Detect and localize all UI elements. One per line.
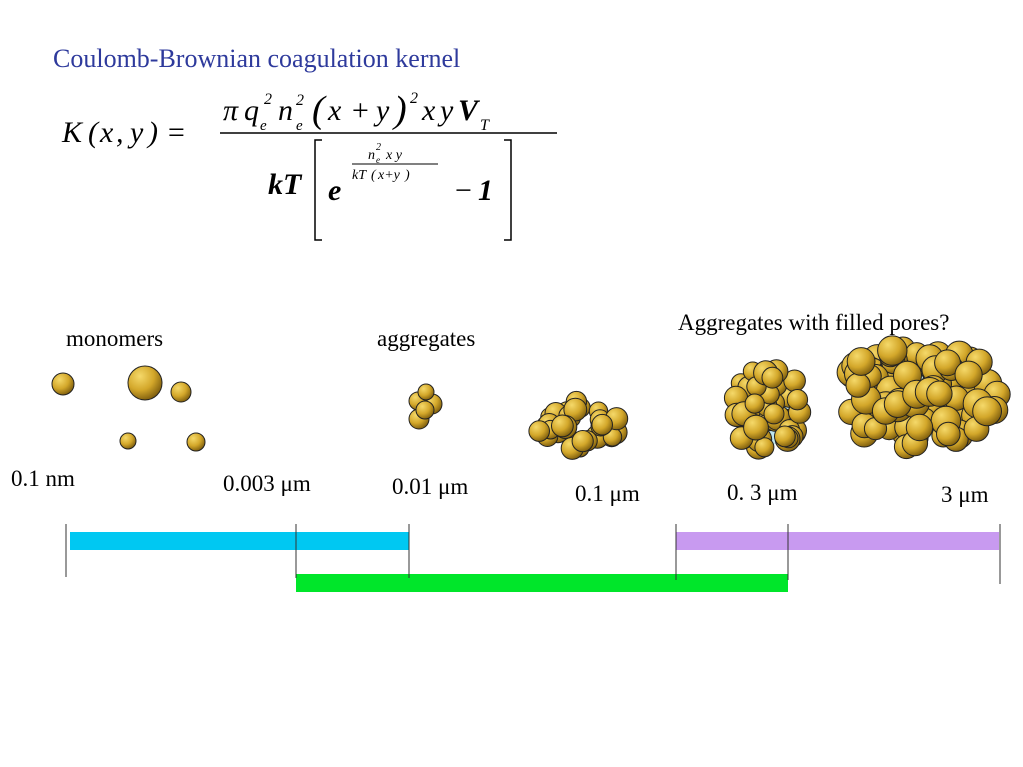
particle (774, 425, 796, 448)
svg-text:y: y (127, 116, 144, 149)
particle (845, 372, 871, 398)
svg-text:kT: kT (268, 168, 303, 201)
scale-label-0.003um: 0.003 μm (223, 471, 311, 496)
particle (936, 421, 961, 447)
scale-label-0.1um: 0.1 μm (575, 481, 640, 506)
particle (754, 437, 775, 458)
svg-text:T: T (480, 117, 490, 134)
svg-text:x+y: x+y (377, 168, 401, 183)
scale-label-0.1nm: 0.1 nm (11, 466, 75, 491)
monomers-label: monomers (66, 326, 164, 351)
particle (571, 430, 594, 453)
svg-text:q: q (244, 94, 259, 127)
svg-text:(: ( (88, 116, 100, 149)
svg-text:): ) (392, 89, 407, 131)
svg-text:+: + (350, 94, 370, 127)
tick-marks (65, 524, 1001, 584)
svg-text:K: K (61, 116, 84, 149)
particle (972, 396, 1002, 427)
svg-text:=: = (166, 116, 186, 149)
svg-text:): ) (404, 168, 410, 183)
particle (905, 413, 934, 442)
svg-text:e: e (328, 174, 341, 207)
bar-violet (676, 532, 999, 550)
monomer-particles (51, 365, 206, 452)
svg-text:y: y (437, 94, 454, 127)
bar-cyan (70, 532, 409, 550)
particle (846, 347, 876, 376)
particle (528, 420, 551, 442)
particle (786, 389, 809, 411)
scale-label-0.01um: 0.01 μm (392, 474, 469, 499)
filled-aggregate-large (836, 335, 1011, 460)
svg-text:2: 2 (376, 142, 381, 153)
svg-text:n: n (368, 148, 375, 163)
filled-aggregate-small (723, 359, 812, 460)
svg-text:x y: x y (385, 148, 403, 163)
particle (877, 335, 908, 366)
svg-text:e: e (260, 118, 267, 134)
scale-label-0.3um: 0. 3 μm (727, 480, 798, 505)
bar-green (296, 574, 788, 592)
svg-text:): ) (146, 116, 158, 149)
particle (743, 414, 769, 441)
particle (954, 360, 983, 389)
svg-text:2: 2 (264, 91, 272, 108)
svg-text:e: e (296, 118, 303, 134)
svg-text:(: ( (312, 89, 327, 131)
svg-text:,: , (116, 116, 124, 149)
particle (551, 414, 574, 438)
aggregates-label: aggregates (377, 326, 476, 351)
small-aggregate (408, 383, 443, 430)
medium-aggregate (528, 390, 629, 460)
svg-text:2: 2 (296, 92, 304, 109)
filled-pores-label: Aggregates with filled pores? (678, 310, 950, 335)
coagulation-kernel-formula: K ( x , y ) = π q e 2 n e 2 ( x + y ) 2 … (61, 89, 557, 241)
svg-text:−: − (453, 174, 473, 207)
particle (934, 349, 961, 377)
size-range-bars (70, 532, 999, 592)
svg-text:x: x (327, 94, 342, 127)
particle (591, 413, 614, 436)
particle (926, 380, 953, 407)
svg-text:kT: kT (352, 168, 367, 183)
particle (761, 366, 784, 389)
svg-text:2: 2 (410, 90, 418, 107)
svg-text:y: y (373, 94, 390, 127)
svg-text:(: ( (371, 168, 377, 183)
svg-text:x: x (421, 94, 436, 127)
page-title: Coulomb-Brownian coagulation kernel (53, 44, 461, 73)
svg-text:1: 1 (478, 174, 493, 207)
svg-text:V: V (458, 94, 481, 127)
particle (763, 403, 785, 425)
svg-text:π: π (223, 94, 239, 127)
particle (744, 393, 765, 414)
svg-text:e: e (376, 155, 380, 165)
scale-label-3um: 3 μm (941, 482, 989, 507)
svg-text:x: x (99, 116, 114, 149)
svg-text:n: n (278, 94, 293, 127)
